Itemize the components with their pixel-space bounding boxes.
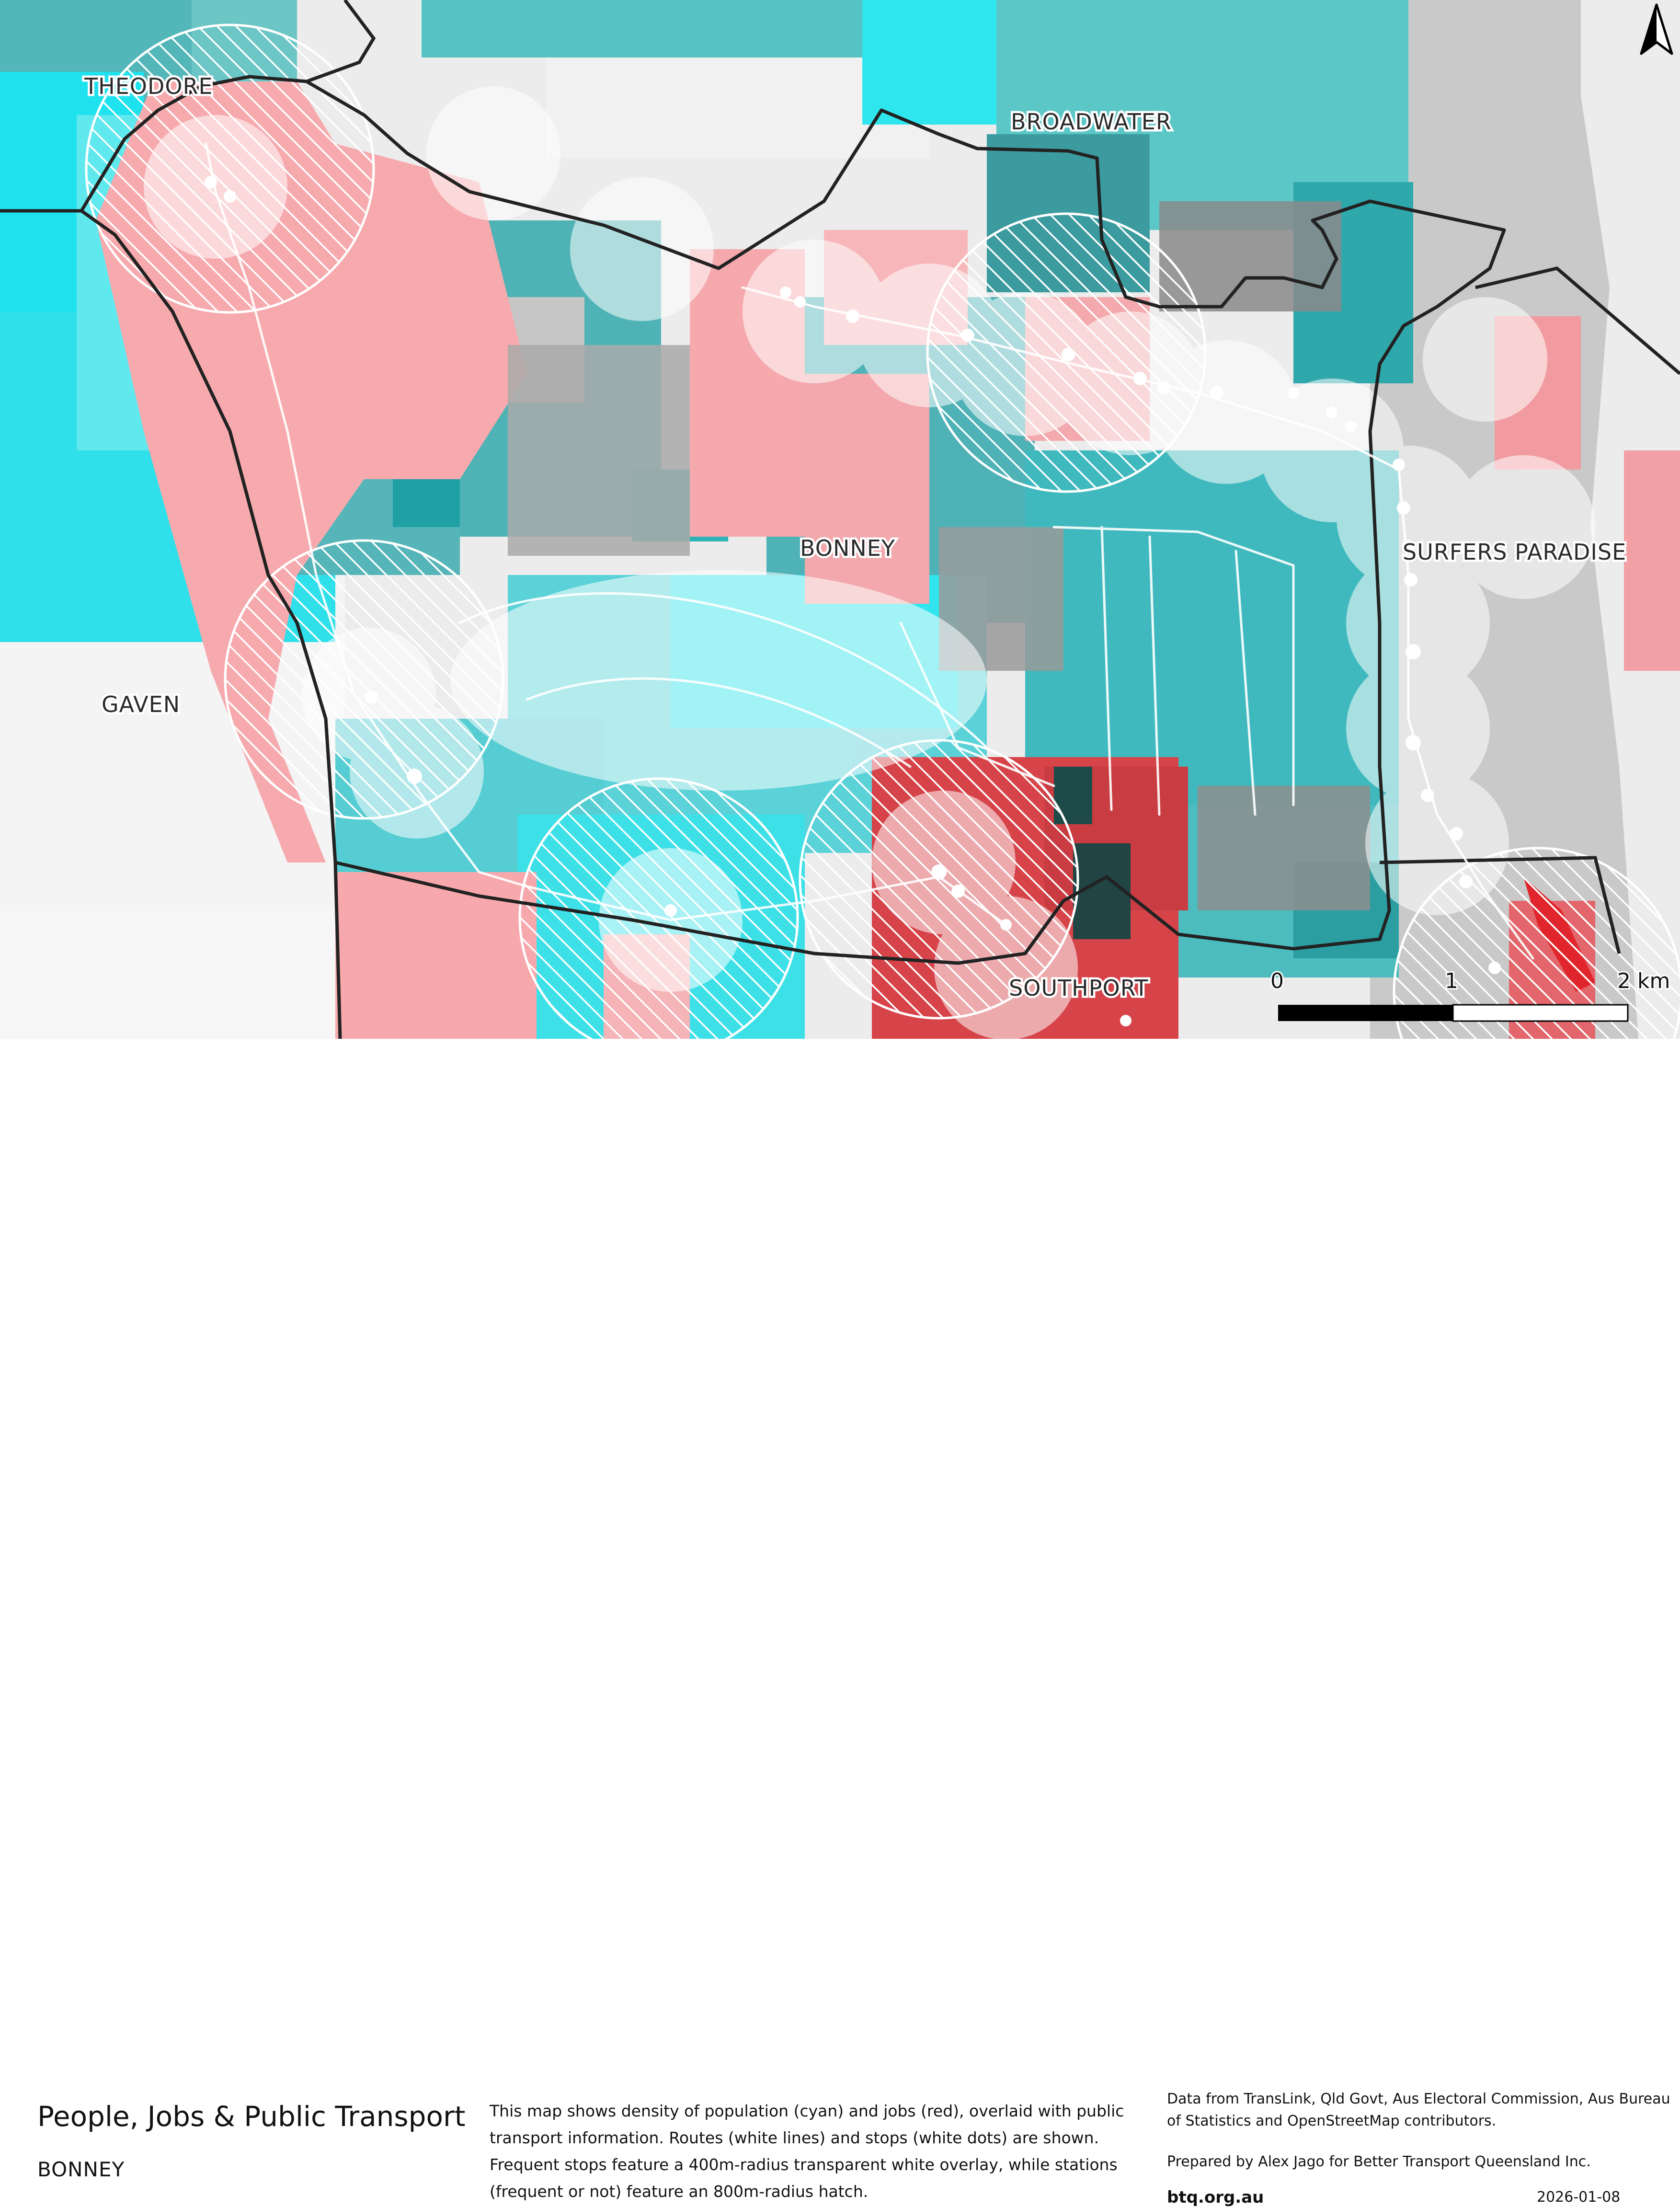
boundary-northwest	[306, 0, 376, 83]
label-surfers-paradise: SURFERS PARADISE	[1403, 539, 1626, 565]
map-description: This map shows density of population (cy…	[490, 2102, 1124, 2201]
transit-routes	[205, 142, 1534, 960]
prepared-by: Prepared by Alex Jago for Better Transpo…	[1167, 2153, 1591, 2170]
north-arrow-icon	[1640, 3, 1673, 55]
station-hatch-circles	[85, 23, 1680, 1039]
scale-tick-1: 1	[1445, 969, 1458, 993]
electorate-boundary	[0, 75, 1506, 965]
website-link[interactable]: btq.org.au	[1167, 2188, 1264, 2207]
label-broadwater: BROADWATER	[1011, 109, 1172, 135]
map-canvas[interactable]: THEODORE BROADWATER BONNEY SURFERS PARAD…	[0, 0, 1680, 1039]
map-subtitle: BONNEY	[37, 2158, 125, 2181]
map-svg: THEODORE BROADWATER BONNEY SURFERS PARAD…	[0, 0, 1680, 1039]
scale-tick-0: 0	[1270, 969, 1284, 993]
map-title: People, Jobs & Public Transport	[37, 2100, 466, 2133]
label-southport: SOUTHPORT	[1009, 975, 1148, 1001]
map-date: 2026-01-08	[1537, 2189, 1621, 2206]
footer-panel: People, Jobs & Public Transport BONNEY T…	[0, 1039, 1680, 2207]
transit-stops	[205, 176, 1501, 1026]
label-gaven: GAVEN	[102, 691, 180, 717]
label-theodore: THEODORE	[84, 73, 213, 99]
scale-tick-2: 2 km	[1617, 969, 1670, 993]
label-bonney: BONNEY	[800, 535, 895, 561]
scale-bar: 0 1 2 km	[1269, 967, 1671, 1022]
low-density-layer	[508, 201, 1370, 910]
boundary-east-edge	[1475, 266, 1680, 375]
boundary-southeast	[1379, 856, 1621, 954]
data-sources: Data from TransLink, Qld Govt, Aus Elect…	[1167, 2091, 1670, 2129]
boundary-west-edge	[333, 862, 342, 1039]
